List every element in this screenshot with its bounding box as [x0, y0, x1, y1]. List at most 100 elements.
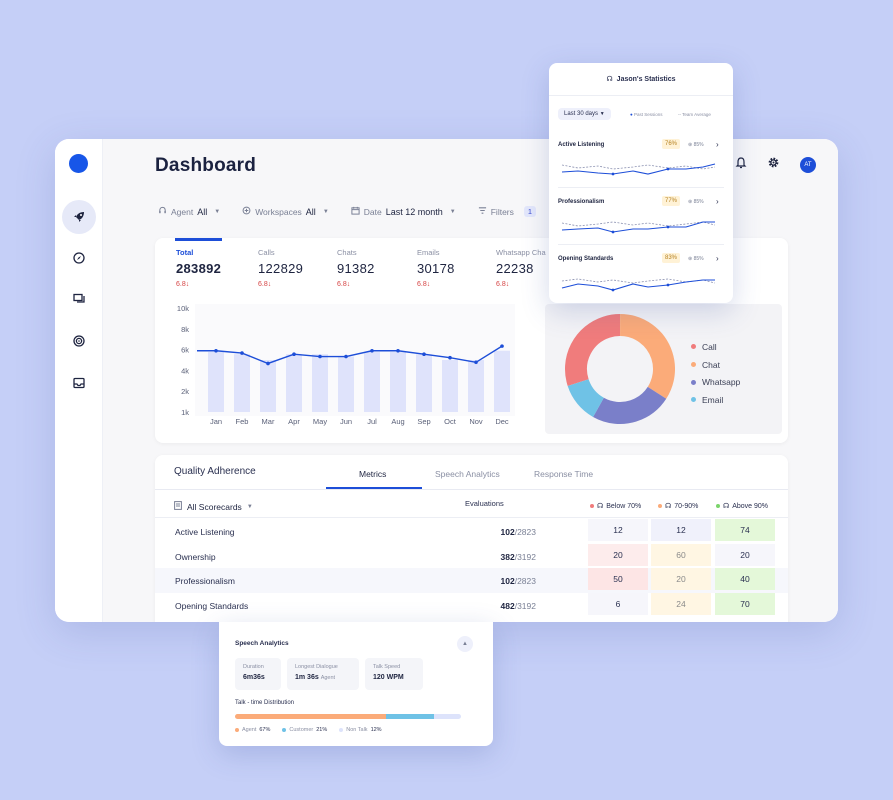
legend-label: Customer	[289, 727, 314, 733]
stat-whatsapp[interactable]: Whatsapp Cha 22238 6.8↓	[496, 248, 546, 288]
legend-dot	[691, 362, 696, 368]
legend-value: 21%	[316, 727, 328, 733]
dot	[590, 504, 594, 508]
date-range-dropdown[interactable]: Last 30 days ▼	[558, 108, 611, 120]
date-filter[interactable]: Date Last 12 month ▼	[351, 206, 456, 217]
stat-label: Calls	[258, 248, 275, 257]
session-point[interactable]	[611, 288, 615, 292]
eval-count: 102	[500, 576, 515, 586]
distribution-label: Talk - time Distribution	[235, 700, 295, 706]
jason-title-text: Jason's Statistics	[616, 76, 676, 83]
cell-above: 20	[715, 544, 775, 566]
bar[interactable]	[416, 354, 432, 412]
cell-above: 74	[715, 519, 775, 541]
longest-label: Longest Dialogue	[295, 664, 338, 670]
legend-whatsapp: Whatsapp	[691, 373, 740, 391]
app-logo[interactable]	[69, 154, 88, 173]
collapse-button[interactable]: ▲	[457, 636, 473, 652]
donut-slice[interactable]	[565, 314, 675, 425]
jason-title: ☊ Jason's Statistics	[549, 75, 733, 83]
stat-calls[interactable]: Calls 122829 6.8↓	[258, 248, 303, 288]
session-point[interactable]	[666, 283, 670, 287]
more-filters[interactable]: Filters 1	[478, 206, 537, 217]
scorecards-dropdown[interactable]: All Scorecards ▼	[174, 501, 253, 512]
line-point[interactable]	[396, 348, 400, 353]
bar[interactable]	[286, 354, 302, 412]
rocket-icon[interactable]	[62, 200, 96, 234]
filters-label: Filters	[490, 206, 514, 217]
metric-percent: 83%	[662, 253, 681, 263]
line-point[interactable]	[292, 352, 296, 357]
jason-metric[interactable]: Professionalism 77% ⊛ 85% ›	[558, 196, 724, 256]
legend-label: Call	[702, 341, 717, 352]
total-tab-indicator	[175, 238, 222, 241]
table-row[interactable]: Opening Standards 482/3192 6 24 70	[155, 593, 788, 618]
bar[interactable]	[442, 360, 458, 412]
line-point[interactable]	[240, 351, 244, 355]
bell-icon[interactable]	[735, 156, 747, 174]
donut-slice[interactable]	[565, 314, 675, 425]
tab-speech-analytics[interactable]: Speech Analytics	[435, 469, 500, 479]
bar[interactable]	[260, 360, 276, 412]
jason-metric[interactable]: Active Listening 76% ⊛ 85% ›	[558, 139, 724, 199]
chat-icon[interactable]	[62, 282, 96, 316]
chevron-down-icon: ▼	[214, 208, 221, 215]
stat-total[interactable]: Total 283892 6.8↓	[176, 248, 221, 288]
table-row[interactable]: Active Listening 102/2823 12 12 74	[155, 519, 788, 544]
bar[interactable]	[390, 351, 406, 412]
divider	[558, 187, 724, 188]
volume-bar-line-chart: 10k 8k 6k 4k 2k 1k Jan Feb Mar Apr May Jun Jul Aug Sep…	[177, 304, 515, 426]
eval-total: /2823	[514, 576, 536, 586]
table-row[interactable]: Professionalism 102/2823 50 20 40	[155, 568, 788, 593]
bar[interactable]	[338, 356, 354, 412]
session-point[interactable]	[611, 172, 615, 176]
bar[interactable]	[494, 350, 510, 412]
row-name: Ownership	[175, 552, 216, 562]
sparkline	[561, 278, 716, 292]
table-row[interactable]: Ownership 382/3192 20 60 20	[155, 544, 788, 569]
bar[interactable]	[234, 354, 250, 412]
line-point[interactable]	[266, 361, 270, 366]
legend-team: -- Team Average	[678, 112, 711, 117]
x-tick-label: Jul	[367, 417, 377, 426]
bar[interactable]	[208, 351, 224, 412]
line-point[interactable]	[500, 344, 504, 348]
line-point[interactable]	[474, 360, 478, 365]
line-point[interactable]	[344, 354, 348, 359]
stat-emails[interactable]: Emails 30178 6.8↓	[417, 248, 455, 288]
line-point[interactable]	[422, 352, 426, 357]
chevron-right-icon[interactable]: ›	[716, 140, 719, 149]
target-icon[interactable]	[62, 324, 96, 358]
bar[interactable]	[364, 351, 380, 412]
metric-percent: 76%	[662, 139, 681, 149]
chevron-right-icon[interactable]: ›	[716, 197, 719, 206]
jason-statistics-card: ☊ Jason's Statistics Last 30 days ▼ ● Pas…	[549, 63, 733, 303]
session-point[interactable]	[611, 230, 615, 234]
line-point[interactable]	[448, 355, 452, 360]
chevron-right-icon[interactable]: ›	[716, 254, 719, 263]
session-point[interactable]	[666, 225, 670, 229]
line-point[interactable]	[214, 348, 218, 353]
row-name: Opening Standards	[175, 601, 249, 611]
tab-response-time[interactable]: Response Time	[534, 469, 594, 479]
x-tick-label: Jun	[340, 417, 352, 426]
past-sessions-line	[561, 279, 715, 291]
tab-metrics[interactable]: Metrics	[359, 469, 387, 479]
avatar[interactable]: AT	[800, 157, 816, 173]
cell-below: 6	[588, 593, 648, 615]
workspace-filter[interactable]: Workspaces All ▼	[242, 206, 329, 217]
bar[interactable]	[312, 354, 328, 412]
speech-analytics-card: Speech Analytics ▲ Duration 6m36s Longes…	[219, 622, 493, 746]
session-point[interactable]	[666, 167, 670, 171]
row-name: Active Listening	[175, 527, 235, 537]
line-point[interactable]	[370, 348, 374, 353]
donut-slice[interactable]	[565, 314, 675, 425]
gear-icon[interactable]	[767, 156, 780, 174]
inbox-icon[interactable]	[62, 366, 96, 400]
bar[interactable]	[468, 360, 484, 412]
line-point[interactable]	[318, 354, 322, 359]
compass-icon[interactable]	[62, 241, 96, 275]
agent-filter[interactable]: Agent All ▼	[158, 206, 220, 217]
stat-chats[interactable]: Chats 91382 6.8↓	[337, 248, 375, 288]
jason-metric[interactable]: Opening Standards 83% ⊛ 85% ›	[558, 253, 724, 313]
